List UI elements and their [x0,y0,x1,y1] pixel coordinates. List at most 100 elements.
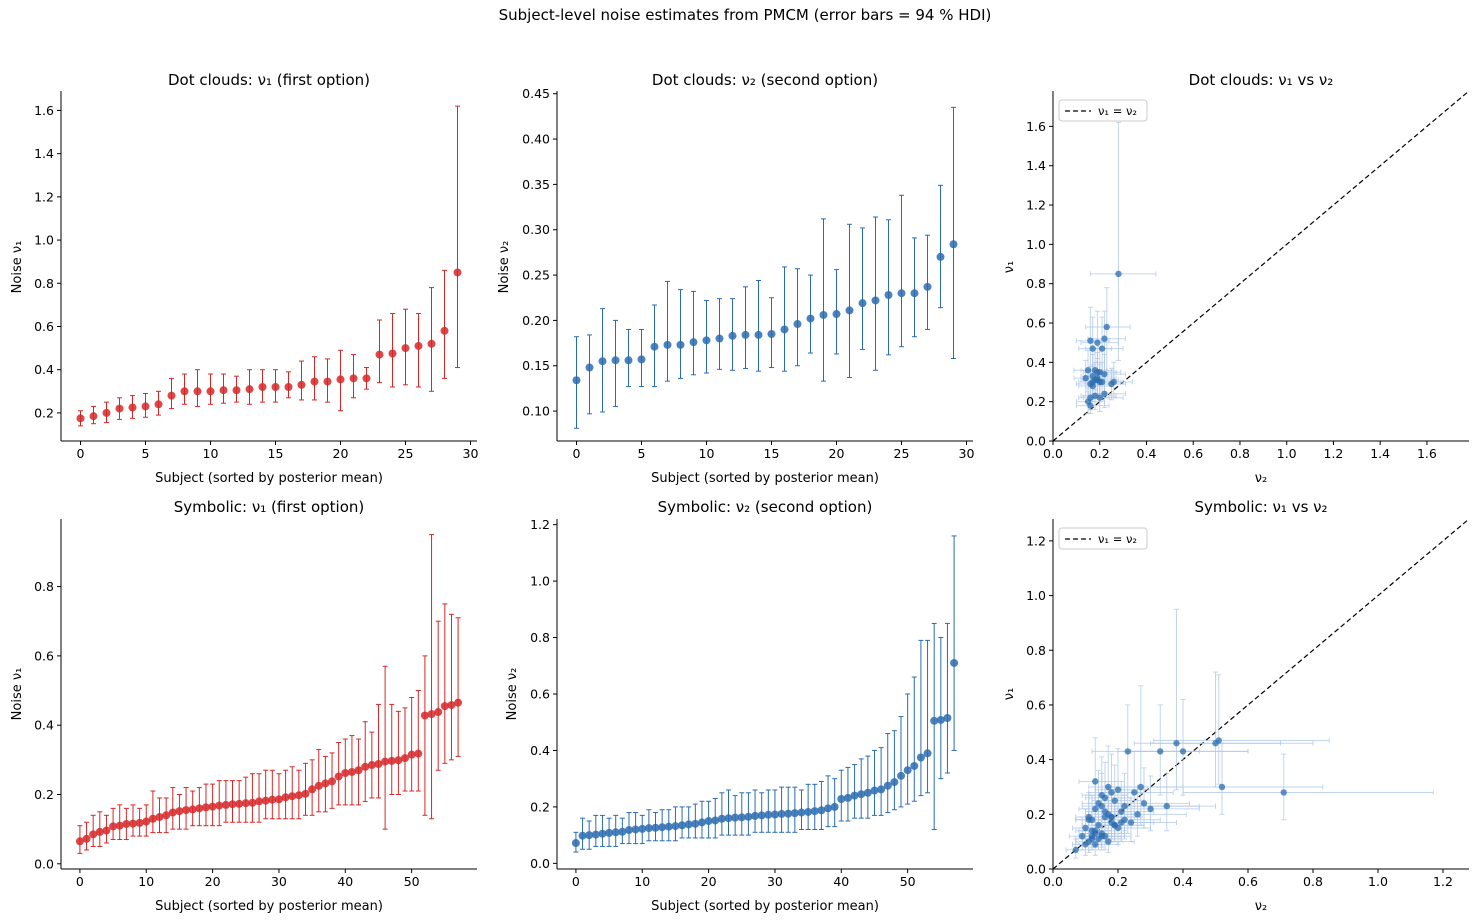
error-bar [150,790,156,834]
data-point [109,822,118,831]
y-tick-label: 0.2 [1026,807,1046,822]
error-bar [1124,772,1216,832]
data-point [268,795,277,804]
data-point [361,762,370,771]
data-point [943,713,952,722]
panel-title: Symbolic: ν₁ vs ν₂ [1194,498,1327,516]
error-bar [1107,767,1190,829]
data-point [141,402,150,411]
data-point [863,788,872,797]
data-point [232,386,241,395]
error-bar [1182,753,1434,821]
x-tick-label: 0 [573,446,581,461]
data-point [611,356,620,365]
data-point [678,821,687,830]
data-point [1098,791,1105,799]
data-point [784,809,793,818]
data-point [923,282,932,291]
data-point [375,350,384,359]
data-point [770,810,779,819]
error-bar [951,535,957,751]
data-point [1092,841,1099,848]
error-bar [1130,698,1249,796]
y-tick-label: 0.30 [522,222,550,237]
data-point [741,330,750,339]
data-point [297,380,306,389]
data-point [897,771,906,780]
data-point [870,786,879,795]
y-tick-label: 1.2 [34,189,54,204]
data-point [394,756,403,765]
data-point [414,749,423,758]
x-tick-label: 0.4 [1137,446,1157,461]
data-point [1087,394,1094,401]
identity-line [1052,518,1470,870]
data-point [115,404,124,413]
data-point [1114,786,1122,793]
data-point [950,658,959,667]
panel-title: Dot clouds: ν₁ vs ν₂ [1189,71,1334,89]
data-point [115,821,124,830]
y-tick-label: 0.4 [1026,355,1046,370]
data-point [884,291,893,300]
data-point [1105,838,1112,845]
y-tick-label: 0.6 [34,648,54,663]
data-point [1280,789,1287,796]
y-tick-label: 1.6 [34,103,54,118]
data-point [1092,805,1099,813]
data-point [767,330,776,339]
data-point [804,807,813,816]
error-bar [825,775,831,828]
data-point [910,761,919,770]
x-tick-label: 50 [900,874,916,889]
x-tick-label: 1.0 [1277,446,1297,461]
data-point [691,819,700,828]
data-point [255,797,264,806]
x-tick-label: 20 [701,874,717,889]
data-point [102,408,111,417]
error-bar [409,696,415,792]
data-point [598,829,607,838]
data-point [245,385,254,394]
x-tick-label: 0 [77,446,85,461]
data-point [1215,737,1222,744]
x-tick-label: 10 [138,874,154,889]
x-tick-label: 1.0 [1368,874,1388,889]
error-bar [782,266,787,372]
data-point [1163,802,1170,810]
error-bar [756,280,761,372]
data-point [89,412,98,421]
data-point [175,807,184,816]
data-point [664,822,673,831]
data-point [797,808,806,817]
error-bar [925,234,930,330]
error-bar [455,617,461,757]
y-axis-label: ν₁ [1002,261,1017,273]
data-point [1103,323,1110,331]
panel-dot-nu2: Dot clouds: ν₂ (second option) Subject (… [497,71,974,486]
data-point [1111,797,1118,804]
data-point [362,374,371,383]
panel-dot-nu1: Dot clouds: ν₁ (first option) Subject (s… [10,71,478,486]
data-point [323,377,332,386]
y-tick-label: 0.4 [34,362,54,377]
data-point [728,331,737,340]
error-bar [382,665,388,830]
panel-title: Dot clouds: ν₂ (second option) [652,71,878,89]
data-point [1111,822,1118,829]
data-point [248,798,257,807]
error-bar [170,787,176,830]
panel-title: Symbolic: ν₂ (second option) [658,498,873,516]
error-bar [269,769,275,820]
data-point [731,813,740,822]
data-point [1137,783,1144,791]
data-point [819,310,828,319]
data-point [349,374,358,383]
x-tick-label: 0.0 [1043,446,1063,461]
x-tick-label: 10 [699,446,715,461]
figure-suptitle: Subject-level noise estimates from PMCM … [498,6,992,24]
error-bar [808,274,813,354]
data-point [347,767,356,776]
data-point [717,814,726,823]
data-point [168,808,177,817]
